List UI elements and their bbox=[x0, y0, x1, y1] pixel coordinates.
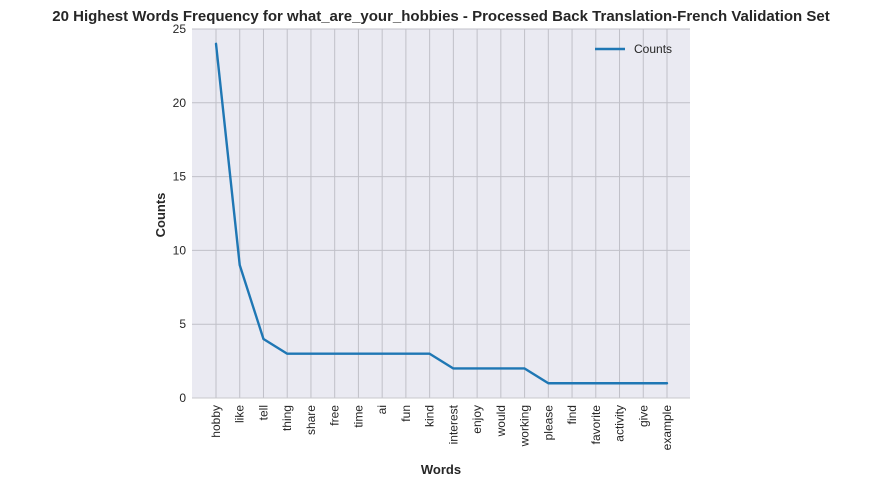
x-tick-label: time bbox=[351, 405, 365, 428]
x-tick-label: fun bbox=[399, 405, 413, 422]
x-tick-label: would bbox=[494, 405, 508, 437]
x-tick-label: activity bbox=[613, 405, 627, 442]
y-tick-label: 15 bbox=[173, 170, 187, 184]
x-tick-label: ai bbox=[375, 405, 389, 414]
x-axis-label: Words bbox=[421, 462, 461, 477]
series-line-counts bbox=[214, 42, 669, 385]
x-tick-label: give bbox=[636, 405, 650, 427]
y-axis-label: Counts bbox=[153, 193, 168, 238]
grid-lines bbox=[192, 28, 690, 399]
y-tick-label: 5 bbox=[179, 317, 186, 331]
x-tick-label: enjoy bbox=[470, 405, 484, 434]
y-tick-label: 10 bbox=[173, 243, 187, 257]
legend: Counts bbox=[595, 42, 672, 56]
x-tick-label: tell bbox=[256, 405, 270, 420]
y-tick-label: 20 bbox=[173, 96, 187, 110]
x-tick-label: kind bbox=[423, 405, 437, 427]
x-tick-label: like bbox=[233, 405, 247, 423]
x-tick-label: example bbox=[660, 405, 674, 451]
legend-label: Counts bbox=[634, 42, 672, 56]
x-tick-label: please bbox=[541, 405, 555, 441]
plot-area bbox=[192, 29, 690, 398]
y-tick-label: 25 bbox=[173, 22, 187, 36]
chart-title: 20 Highest Words Frequency for what_are_… bbox=[52, 8, 829, 25]
y-tick-label: 0 bbox=[179, 391, 186, 405]
axes: 0 5 10 15 20 25 hobby like tell thing share free tim… bbox=[173, 22, 690, 450]
x-tick-label: thing bbox=[280, 405, 294, 431]
x-tick-label: hobby bbox=[209, 405, 223, 438]
x-tick-label: favorite bbox=[589, 405, 603, 445]
x-tick-label: interest bbox=[446, 404, 460, 444]
x-tick-label: working bbox=[518, 405, 532, 447]
x-tick-label: share bbox=[304, 405, 318, 435]
x-tick-label: free bbox=[328, 405, 342, 426]
x-tick-label: find bbox=[565, 405, 579, 424]
series-layer bbox=[214, 42, 669, 385]
